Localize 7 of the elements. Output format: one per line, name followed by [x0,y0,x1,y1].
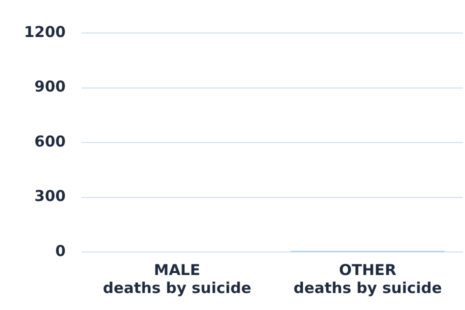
y-tick-label: 300 [34,187,66,206]
x-tick-label: MALE deaths by suicide [102,260,252,297]
y-tick-label: 0 [55,242,66,260]
y-tick-label: 900 [34,78,66,96]
y-tick-label: 600 [34,132,66,150]
x-tick-label: OTHER deaths by suicide [293,260,442,297]
y-tick-label: 1200 [24,22,66,41]
